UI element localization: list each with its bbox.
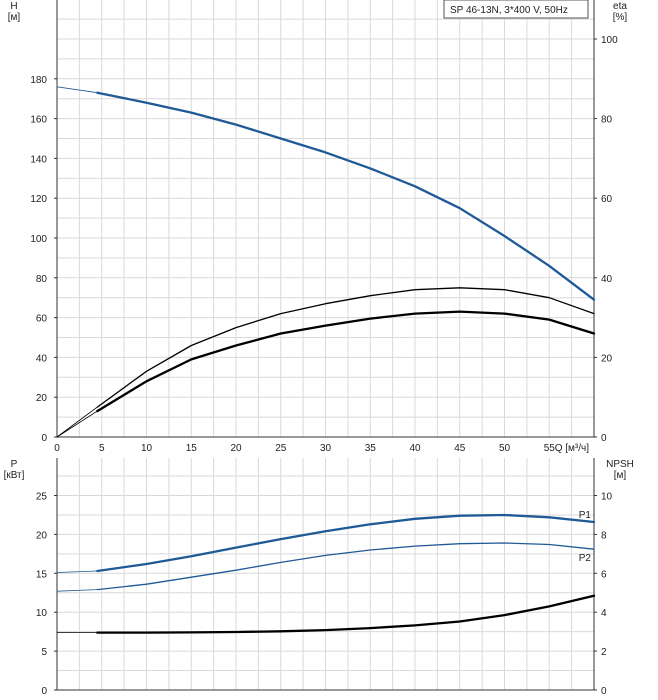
y-right-tick-label: 100 [601,35,618,46]
y-right-tick-label: 0 [601,686,607,697]
y-left-tick-label: 140 [30,154,47,165]
y-left-tick-label: 100 [30,234,47,245]
y-left-tick-label: 20 [36,393,48,404]
y-right-tick-label: 6 [601,569,607,580]
y-right-axis-unit: [%] [613,12,628,23]
p1-series-label: P1 [579,510,592,521]
eta-upper-curve [96,287,595,408]
y-left-tick-label: 15 [36,569,48,580]
y-left-tick-label: 60 [36,314,48,325]
x-axis-label: Q [м³/ч] [555,443,590,454]
p2-series-label: P2 [579,553,592,564]
y-right-axis-unit: [м] [614,470,627,481]
x-tick-label: 0 [54,443,60,454]
head-efficiency-panel: 0 20 40 60 80 100 120 140 160 180 0 20 40 60 80 100 0 5 10… [8,0,628,454]
y-right-tick-label: 40 [601,274,613,285]
y-left-axis-unit: [м] [8,12,21,23]
y-left-tick-label: 10 [36,608,48,619]
x-tick-label: 50 [499,443,511,454]
y-left-axis-title: P [11,459,18,470]
y-right-tick-label: 10 [601,492,613,503]
y-left-tick-label: 80 [36,274,48,285]
y-right-axis-title: eta [613,1,627,12]
x-tick-label: 25 [275,443,287,454]
x-tick-label: 20 [230,443,242,454]
y-left-tick-label: 180 [30,75,47,86]
power-npsh-panel: 0 5 10 15 20 25 0 2 4 6 8 10 P[кВт] NPSH[м] P1 P2 [4,458,634,697]
y-right-tick-label: 80 [601,115,613,126]
head-curve [96,91,596,301]
y-right-axis-title: NPSH [606,459,634,470]
x-tick-label: 30 [320,443,332,454]
y-left-axis-unit: [кВт] [4,470,25,481]
title-box [443,0,589,19]
x-tick-label: 15 [186,443,198,454]
y-right-tick-label: 4 [601,608,607,619]
y-left-tick-label: 120 [30,194,47,205]
y-left-tick-label: 0 [41,433,47,444]
y-left-axis-title: H [10,1,17,12]
y-left-tick-label: 160 [30,115,47,126]
y-right-tick-label: 60 [601,194,613,205]
y-right-tick-label: 2 [601,647,607,658]
x-tick-label: 10 [141,443,153,454]
x-tick-label: 55 [544,443,556,454]
y-right-tick-label: 0 [601,433,607,444]
eta-lower-extension [56,410,98,438]
eta-lower-curve [96,310,596,413]
npsh-curve [96,594,596,634]
y-left-tick-label: 25 [36,492,48,503]
x-tick-label: 45 [454,443,466,454]
y-left-tick-label: 5 [41,647,47,658]
p2-curve [96,542,595,591]
y-right-tick-label: 20 [601,353,613,364]
p1-extension [56,570,98,573]
y-right-tick-label: 8 [601,530,607,541]
chart-title: SP 46-13N, 3*400 V, 50Hz [450,5,568,16]
x-tick-label: 40 [409,443,421,454]
eta-upper-extension [56,406,98,438]
p1-curve [96,513,596,573]
head-extension [56,86,98,94]
x-tick-label: 5 [99,443,105,454]
p2-extension [56,589,98,592]
x-tick-label: 35 [365,443,377,454]
y-left-tick-label: 0 [41,686,47,697]
y-left-tick-label: 40 [36,353,48,364]
y-left-tick-label: 20 [36,530,48,541]
